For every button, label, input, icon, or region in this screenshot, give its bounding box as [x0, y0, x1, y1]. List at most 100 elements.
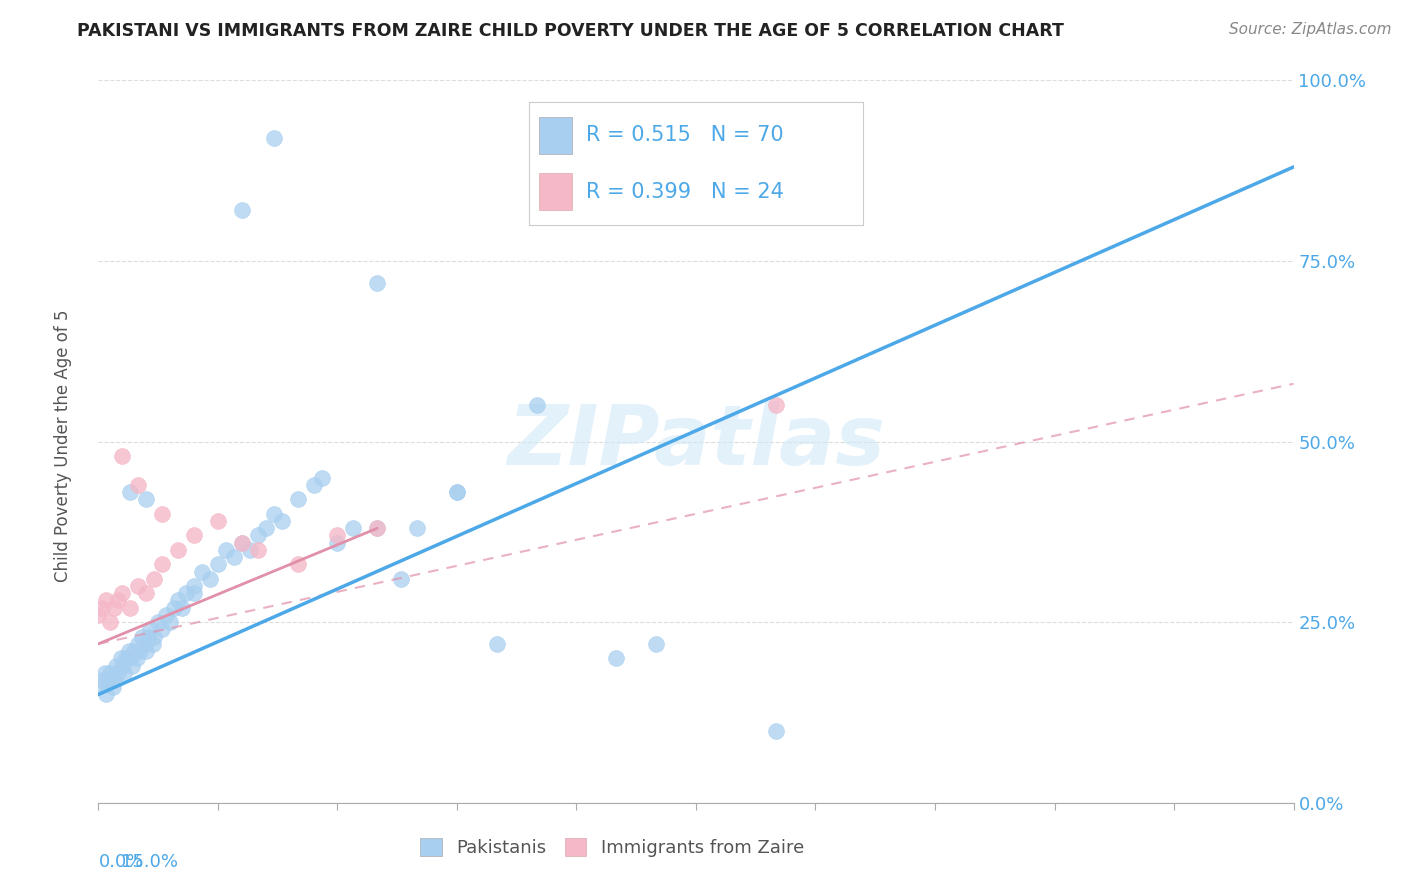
Point [131, 630, 153, 644]
Point [104, 658, 127, 673]
Point [765, 723, 787, 738]
Point [107, 593, 129, 607]
Point [96, 687, 118, 701]
Point [98, 615, 122, 630]
Point [124, 644, 146, 658]
Point [148, 615, 170, 630]
Point [110, 651, 132, 665]
Point [115, 651, 138, 665]
Point [139, 623, 162, 637]
Point [287, 492, 309, 507]
Point [127, 637, 149, 651]
Text: 0.0%: 0.0% [98, 854, 143, 871]
Point [120, 600, 142, 615]
Point [215, 542, 238, 557]
Point [406, 521, 429, 535]
Point [98, 665, 122, 680]
Point [101, 680, 124, 694]
Point [446, 485, 468, 500]
Point [112, 665, 135, 680]
Point [765, 398, 787, 412]
Point [135, 492, 157, 507]
Text: Source: ZipAtlas.com: Source: ZipAtlas.com [1229, 22, 1392, 37]
Point [103, 600, 125, 615]
Point [207, 558, 229, 572]
Point [302, 478, 325, 492]
Point [103, 673, 125, 687]
Text: Child Poverty Under the Age of 5: Child Poverty Under the Age of 5 [55, 310, 72, 582]
Point [107, 665, 129, 680]
Point [263, 507, 285, 521]
Point [311, 471, 333, 485]
Point [120, 651, 142, 665]
Point [191, 565, 214, 579]
Point [125, 651, 148, 665]
Point [87, 680, 110, 694]
Point [143, 630, 166, 644]
Point [326, 528, 349, 542]
Point [605, 651, 627, 665]
Point [231, 535, 253, 549]
Point [87, 607, 110, 622]
Point [136, 630, 159, 644]
Point [143, 572, 166, 586]
Point [111, 449, 134, 463]
Point [97, 673, 120, 687]
Point [645, 637, 668, 651]
Point [167, 593, 190, 607]
Legend: Pakistanis, Immigrants from Zaire: Pakistanis, Immigrants from Zaire [415, 832, 810, 863]
Point [198, 572, 221, 586]
Point [366, 276, 388, 290]
Point [270, 514, 292, 528]
Point [134, 637, 156, 651]
Point [135, 586, 157, 600]
Point [159, 615, 181, 630]
Point [183, 579, 205, 593]
Point [326, 535, 349, 549]
Point [118, 644, 141, 658]
Point [366, 521, 388, 535]
Point [155, 607, 177, 622]
Point [605, 182, 627, 196]
Point [207, 514, 229, 528]
Point [120, 485, 142, 500]
Point [287, 558, 309, 572]
Point [366, 521, 388, 535]
Point [163, 600, 186, 615]
Point [167, 542, 190, 557]
Point [254, 521, 277, 535]
Point [246, 528, 269, 542]
Point [183, 528, 205, 542]
Text: 15.0%: 15.0% [121, 854, 179, 871]
Point [389, 572, 412, 586]
Point [526, 398, 548, 412]
Point [127, 579, 149, 593]
Point [128, 644, 150, 658]
Point [150, 558, 173, 572]
Point [231, 535, 253, 549]
Point [174, 586, 197, 600]
Point [231, 203, 253, 218]
Point [263, 131, 285, 145]
Point [150, 623, 173, 637]
Point [183, 586, 205, 600]
Text: ZIPatlas: ZIPatlas [508, 401, 884, 482]
Text: PAKISTANI VS IMMIGRANTS FROM ZAIRE CHILD POVERTY UNDER THE AGE OF 5 CORRELATION : PAKISTANI VS IMMIGRANTS FROM ZAIRE CHILD… [77, 22, 1064, 40]
Point [91, 673, 114, 687]
Point [150, 507, 173, 521]
Point [485, 637, 508, 651]
Point [111, 658, 134, 673]
Point [94, 665, 117, 680]
Point [446, 485, 468, 500]
Point [246, 542, 269, 557]
Point [142, 637, 165, 651]
Point [91, 600, 114, 615]
Point [222, 550, 245, 565]
Point [111, 586, 134, 600]
Point [172, 600, 194, 615]
Point [127, 478, 149, 492]
Point [135, 644, 157, 658]
Point [121, 658, 143, 673]
Point [96, 593, 118, 607]
Point [239, 542, 262, 557]
